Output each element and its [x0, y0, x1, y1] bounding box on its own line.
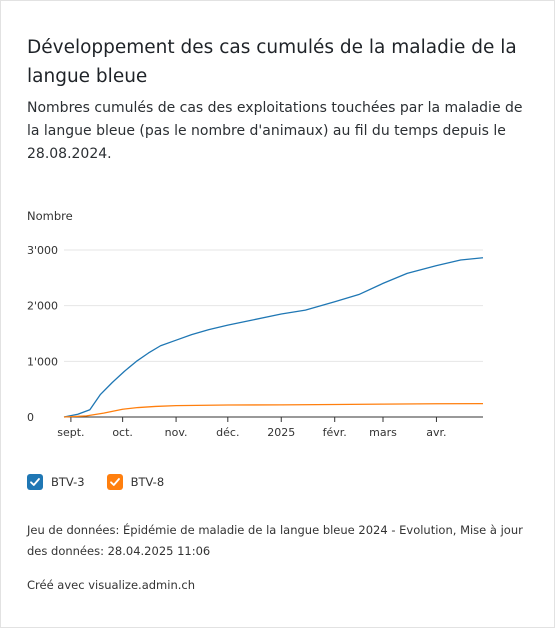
y-axis-title: Nombre — [27, 209, 73, 223]
checkbox-btv-3[interactable] — [27, 474, 43, 490]
legend-item-btv-3[interactable]: BTV-3 — [27, 474, 85, 490]
x-tick-label: 2025 — [267, 426, 295, 439]
check-icon — [30, 478, 40, 486]
legend-label: BTV-3 — [51, 475, 85, 489]
x-tick-label: sept. — [57, 426, 84, 439]
line-chart: Nombre 0 1'000 2'000 3'000 sept. oct. nov. déc. 2… — [27, 209, 484, 439]
y-tick-label: 0 — [27, 411, 34, 424]
chart-description: Nombres cumulés de cas des exploitations… — [27, 100, 523, 162]
x-tick-label: déc. — [216, 426, 239, 439]
x-tick-label: févr. — [323, 426, 347, 439]
created-with-link[interactable]: Créé avec visualize.admin.ch — [27, 578, 196, 592]
checkbox-btv-8[interactable] — [106, 474, 123, 490]
dataset-info: Jeu de données: Épidémie de maladie de l… — [27, 523, 523, 558]
series-line-btv-8 — [63, 402, 484, 418]
y-tick-label: 3'000 — [27, 244, 58, 257]
series-line-btv-3 — [63, 257, 484, 418]
check-icon — [109, 478, 120, 486]
x-tick-label: nov. — [165, 426, 188, 439]
x-tick-label: mars — [369, 426, 397, 439]
y-tick-label: 1'000 — [27, 355, 58, 368]
legend-item-btv-8[interactable]: BTV-8 — [106, 474, 165, 490]
x-tick-label: oct. — [112, 426, 133, 439]
legend-label: BTV-8 — [130, 475, 165, 489]
legend: BTV-3 BTV-8 — [27, 474, 164, 490]
y-tick-label: 2'000 — [27, 300, 58, 313]
chart-title: Développement des cas cumulés de la mala… — [27, 37, 517, 87]
x-tick-label: avr. — [426, 426, 446, 439]
